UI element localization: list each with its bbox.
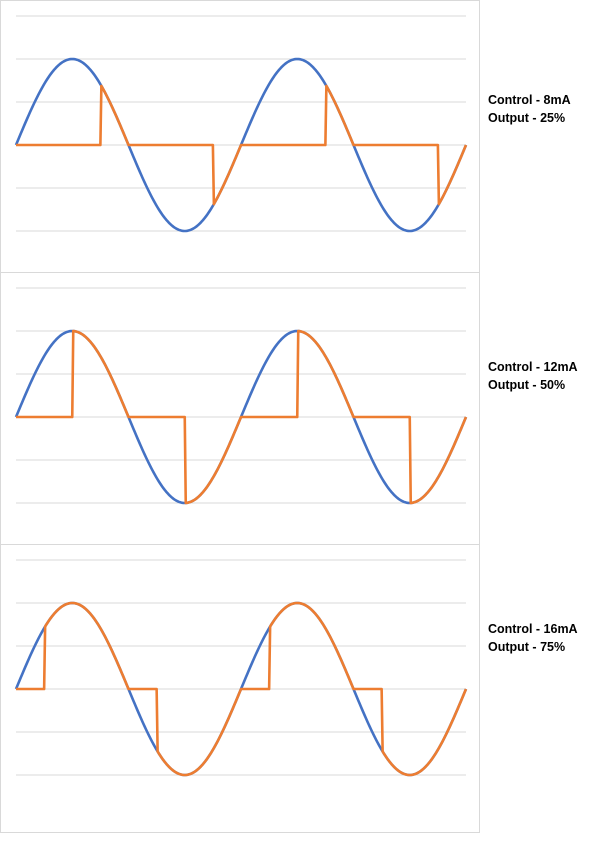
control-label-3: Control - 16mA [488,622,578,636]
output-label-1: Output - 25% [488,111,566,125]
chart-panel-2 [0,272,480,545]
chart-panel-1 [0,0,480,273]
caption-3: Control - 16mA Output - 75% [488,620,592,656]
control-label-1: Control - 8mA [488,93,571,107]
control-label-2: Control - 12mA [488,360,578,374]
output-label-3: Output - 75% [488,640,566,654]
chart-svg-1 [14,15,468,233]
output-phase-cut-series [16,84,468,206]
chart-panel-3 [0,544,480,833]
chart-svg-3 [14,559,468,777]
caption-2: Control - 12mA Output - 50% [488,358,592,394]
chart-svg-2 [14,287,468,505]
caption-1: Control - 8mA Output - 25% [488,91,592,127]
output-label-2: Output - 50% [488,378,566,392]
output-phase-cut-series [16,601,468,777]
output-phase-cut-series [16,329,468,505]
